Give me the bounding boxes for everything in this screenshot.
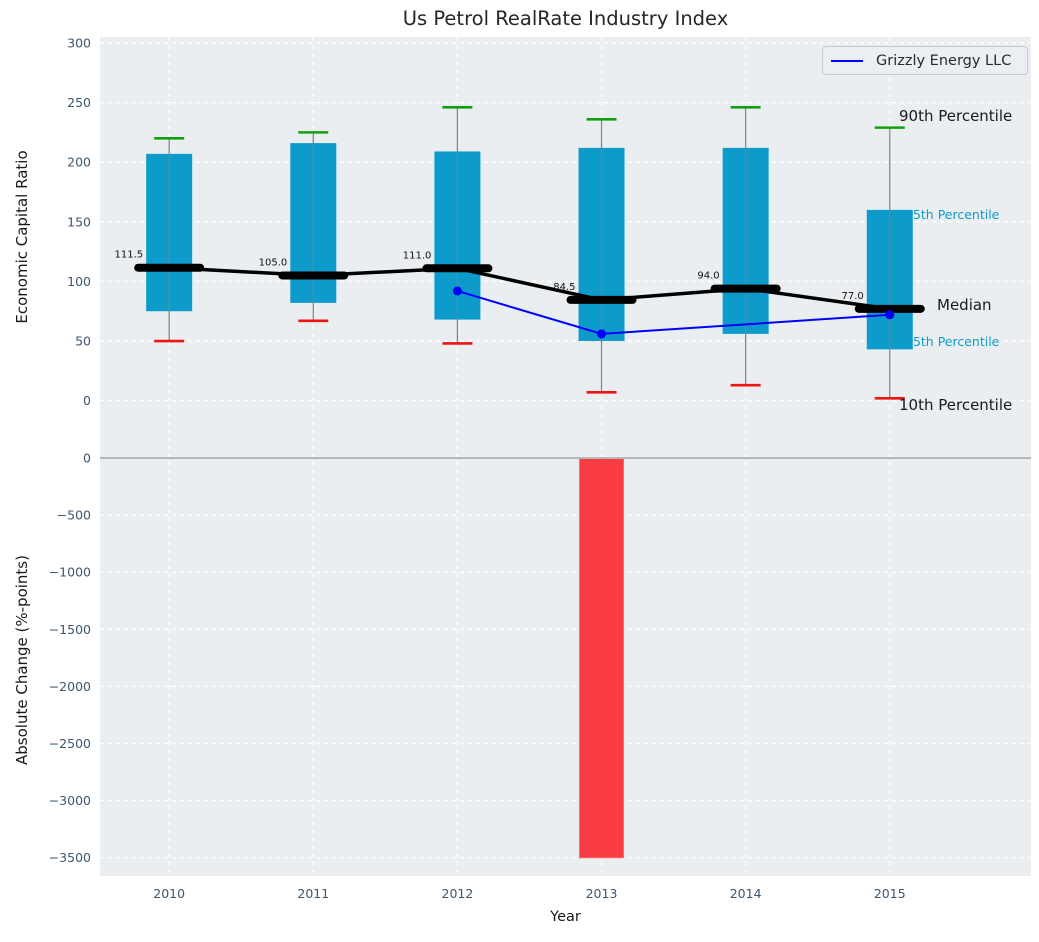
company-marker-2012 [452, 286, 462, 296]
median-value-label: 84.5 [553, 282, 575, 293]
y-tick-label-top: 200 [67, 155, 91, 170]
x-tick-label: 2013 [586, 886, 618, 901]
x-axis-label: Year [550, 909, 581, 925]
annotation-75th-percentile: 75th Percentile [905, 207, 1000, 222]
y-tick-label-bottom: −2000 [49, 679, 91, 694]
company-marker-2015 [885, 310, 895, 320]
median-value-label: 111.5 [115, 250, 144, 261]
median-value-label: 105.0 [259, 257, 288, 268]
legend: Grizzly Energy LLC [822, 46, 1028, 75]
y-tick-label-bottom: −1500 [49, 622, 91, 637]
y-tick-label-top: 0 [83, 393, 91, 408]
annotation-10th-percentile: 10th Percentile [899, 396, 1013, 414]
y-tick-label-bottom: −1000 [49, 565, 91, 580]
annotation-90th-percentile: 90th Percentile [899, 107, 1013, 125]
legend-label: Grizzly Energy LLC [876, 52, 1012, 69]
y-tick-label-top: 50 [75, 334, 91, 349]
bottom-y-axis-label: Absolute Change (%-points) [13, 555, 31, 765]
y-tick-label-top: 150 [67, 214, 91, 229]
axes-background [100, 37, 1031, 876]
y-tick-label-top: 250 [67, 95, 91, 110]
median-value-label: 77.0 [841, 291, 863, 302]
y-tick-label-top: 100 [67, 274, 91, 289]
y-tick-label-bottom: −3500 [49, 850, 91, 865]
y-tick-label-bottom: 0 [83, 451, 91, 466]
top-y-axis-label: Economic Capital Ratio [13, 150, 31, 324]
y-tick-label-top: 300 [67, 35, 91, 50]
y-tick-label-bottom: −2500 [49, 736, 91, 751]
median-value-label: 94.0 [697, 271, 719, 282]
median-value-label: 111.0 [403, 250, 432, 261]
annotation-median: Median [937, 296, 992, 314]
change-bar-2013 [579, 457, 625, 859]
y-tick-label-bottom: −3000 [49, 793, 91, 808]
x-tick-label: 2011 [297, 886, 329, 901]
x-tick-label: 2012 [442, 886, 474, 901]
y-tick-label-bottom: −500 [57, 508, 91, 523]
company-marker-2013 [597, 329, 607, 339]
x-tick-label: 2010 [153, 886, 185, 901]
x-tick-label: 2014 [730, 886, 762, 901]
x-tick-label: 2015 [874, 886, 906, 901]
legend-line-swatch [831, 59, 863, 62]
chart-title: Us Petrol RealRate Industry Index [402, 7, 729, 30]
annotation-25th-percentile: 25th Percentile [905, 334, 1000, 349]
